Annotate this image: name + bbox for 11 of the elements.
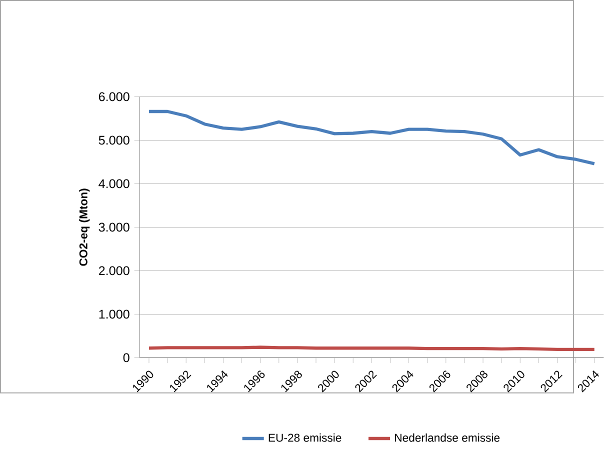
y-tick-label: 1.000 (99, 310, 130, 319)
y-tick-label: 4.000 (98, 179, 130, 188)
y-tick-label: 2.000 (98, 266, 130, 276)
y-tick-label: 0 (123, 353, 130, 362)
y-tick-label: 5.000 (98, 136, 130, 145)
y-tick-label: 3.000 (98, 222, 130, 232)
y-tick-label: 6.000 (98, 92, 130, 102)
y-axis-title: CO2-eq (Mton) (79, 188, 90, 266)
legend-label: EU-28 emissie (268, 434, 342, 442)
legend-label: Nederlandse emissie (395, 434, 500, 442)
line-series (147, 110, 596, 166)
